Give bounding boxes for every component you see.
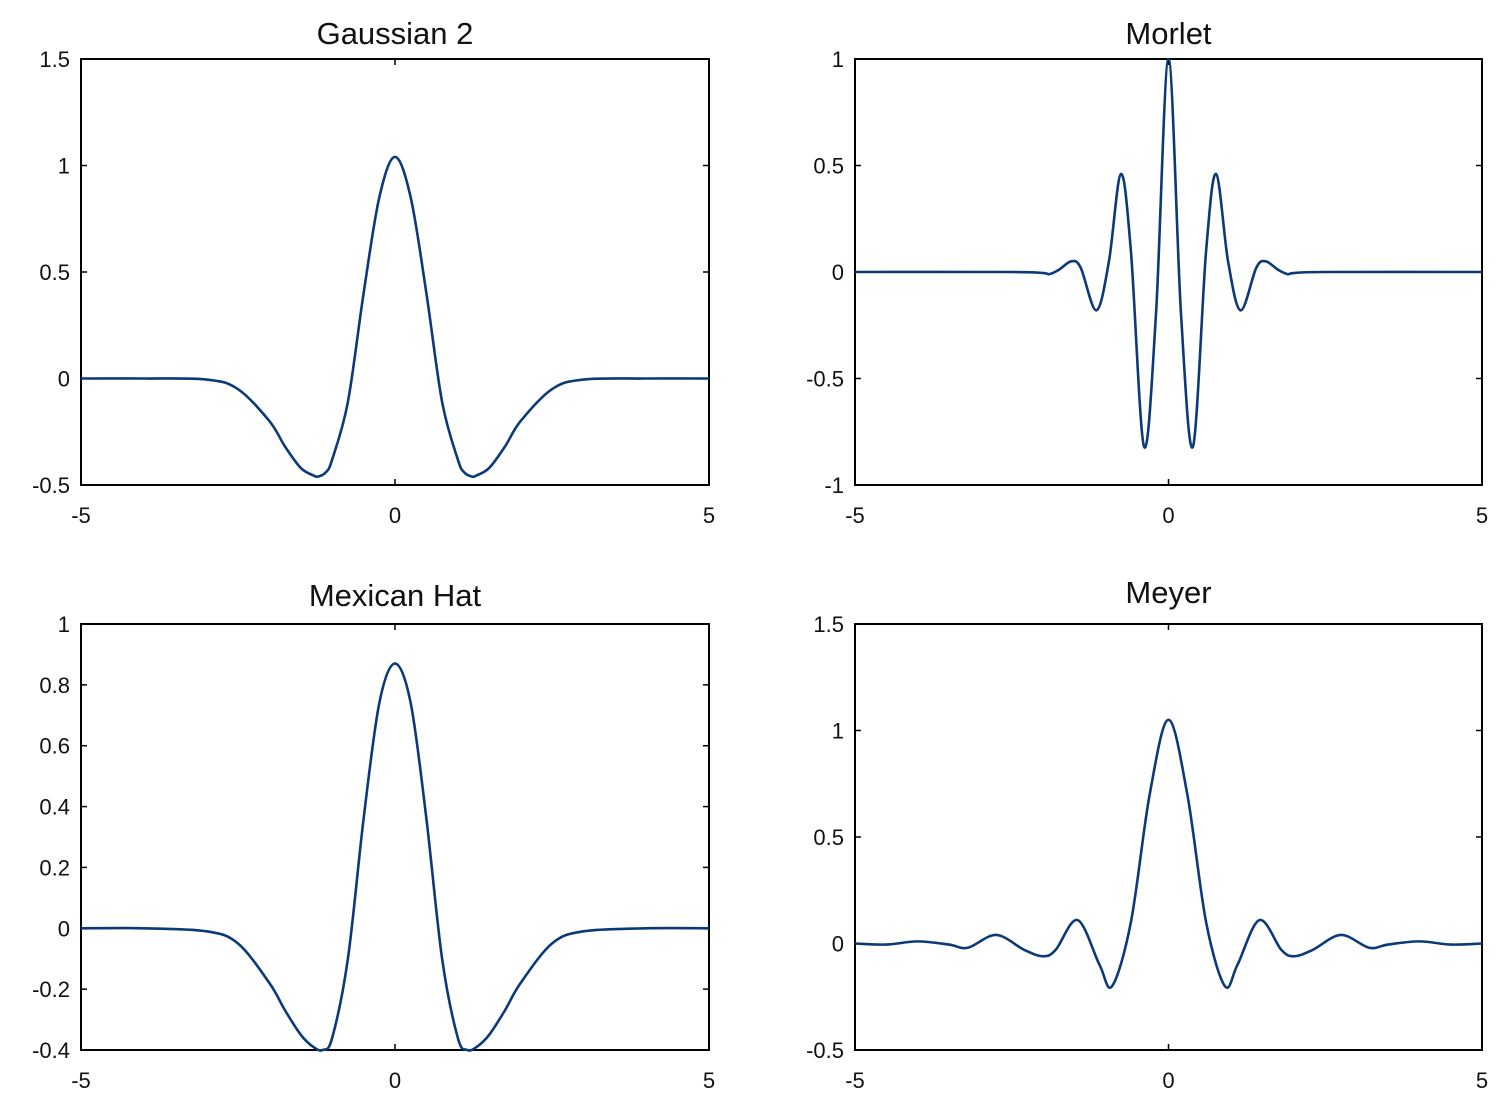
x-tick-label: 5: [1476, 1068, 1488, 1093]
chart-panel-4: Meyer -0.5 0 0.5 1 1.5 -5 0 5: [806, 575, 1488, 1093]
x-tick-label: 5: [1476, 503, 1488, 528]
x-tick-label: 0: [389, 503, 401, 528]
y-tick-label: 0: [58, 916, 70, 941]
x-tick-label: 0: [389, 1068, 401, 1093]
x-tick-label: 5: [703, 1068, 715, 1093]
chart-title: Morlet: [1125, 16, 1212, 51]
plot-frame: [854, 623, 1483, 1051]
y-tick-label: 1: [832, 47, 844, 72]
y-tick-label: 1: [832, 719, 844, 744]
chart-panel-2: Morlet -1 -0.5 0 0.5 1 -5 0 5: [806, 16, 1488, 528]
series-line-1: [854, 718, 1483, 989]
y-tick-label: 0.2: [39, 855, 70, 880]
y-tick-label: 0.4: [39, 795, 70, 820]
y-tick-label: -0.5: [806, 1038, 844, 1063]
y-tick-label: 0.5: [813, 154, 844, 179]
chart-panel-3: Mexican Hat -0.4 -0.2 0 0.2 0.4 0.6 0.8 1 -5 0 5: [32, 578, 715, 1093]
plot-frame: [80, 58, 710, 486]
x-tick-label: 0: [1162, 1068, 1174, 1093]
x-tick-label: -5: [71, 1068, 91, 1093]
y-tick-label: -0.2: [32, 977, 70, 1002]
y-tick-label: 1.5: [39, 47, 70, 72]
y-tick-label: 0.8: [39, 673, 70, 698]
x-tick-label: -5: [845, 1068, 865, 1093]
y-tick-label: -0.5: [806, 367, 844, 392]
y-tick-label: 0.6: [39, 734, 70, 759]
y-tick-label: 0: [832, 932, 844, 957]
y-tick-label: -0.5: [32, 473, 70, 498]
x-tick-label: 5: [703, 503, 715, 528]
y-tick-label: -1: [824, 473, 844, 498]
series-line-1: [80, 662, 710, 1052]
plot-frame: [80, 623, 710, 1051]
x-tick-label: 0: [1162, 503, 1174, 528]
chart-title: Gaussian 2: [317, 16, 474, 51]
y-tick-label: 0.5: [813, 825, 844, 850]
chart-panel-1: Gaussian 2 -0.5 0 0.5 1 1.5 -5 0 5: [32, 16, 715, 528]
chart-title: Meyer: [1125, 575, 1211, 610]
x-tick-label: -5: [71, 503, 91, 528]
y-tick-label: 1: [58, 154, 70, 179]
y-tick-label: -0.4: [32, 1038, 70, 1063]
y-tick-label: 1.5: [813, 612, 844, 637]
series-line-1: [854, 57, 1483, 449]
y-tick-label: 1: [58, 612, 70, 637]
y-tick-label: 0.5: [39, 260, 70, 285]
series-line-1: [80, 155, 710, 479]
y-tick-label: 0: [58, 367, 70, 392]
x-tick-label: -5: [845, 503, 865, 528]
chart-title: Mexican Hat: [309, 578, 482, 613]
y-tick-label: 0: [832, 260, 844, 285]
